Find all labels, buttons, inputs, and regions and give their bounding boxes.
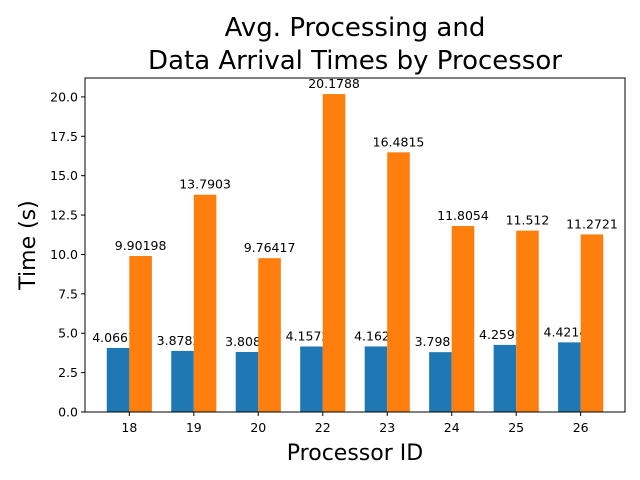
bar-arrival [387, 152, 410, 413]
y-tick-label: 5.0 [58, 326, 78, 341]
x-axis-label: Processor ID [287, 441, 423, 466]
data-label: 13.7903 [179, 177, 231, 192]
y-tick-label: 15.0 [50, 168, 78, 183]
y-tick-label: 17.5 [50, 129, 78, 144]
y-tick-label: 2.5 [58, 365, 78, 380]
y-tick-label: 7.5 [58, 286, 78, 301]
data-label: 11.8054 [437, 208, 489, 223]
data-label: 11.2721 [566, 216, 618, 231]
y-tick-label: 0.0 [58, 405, 78, 420]
y-tick-label: 10.0 [50, 247, 78, 262]
plot-frame [84, 77, 626, 413]
chart-title-line-1: Avg. Processing and [225, 13, 486, 43]
data-label: 3.8085 [225, 334, 269, 349]
x-tick-label: 19 [186, 420, 202, 435]
x-tick-label: 23 [379, 420, 395, 435]
bar-processing [171, 350, 194, 412]
bar-processing [558, 342, 581, 412]
bar-arrival [258, 258, 281, 412]
bar-arrival [516, 230, 539, 412]
y-axis-label: Time (s) [16, 200, 41, 290]
x-tick-label: 20 [250, 420, 266, 435]
bar-processing [106, 347, 130, 412]
bar-arrival [580, 234, 604, 412]
bar-arrival [322, 94, 346, 412]
data-label: 9.76417 [244, 240, 296, 255]
bar-processing [300, 346, 323, 412]
plot-area: 0.02.55.07.510.012.515.017.520.04.066759… [50, 76, 618, 435]
data-label: 9.90198 [115, 238, 167, 253]
data-label: 16.4815 [373, 134, 425, 149]
x-tick-label: 18 [121, 420, 137, 435]
x-tick-label: 24 [444, 420, 460, 435]
x-tick-label: 25 [508, 420, 524, 435]
y-tick-label: 20.0 [50, 89, 78, 104]
x-tick-label: 22 [315, 420, 331, 435]
bar-arrival [193, 194, 217, 412]
bar-processing [429, 352, 452, 412]
x-tick-label: 26 [573, 420, 589, 435]
data-label: 11.512 [506, 213, 550, 228]
bar-processing [364, 346, 388, 412]
data-label: 4.1625 [354, 328, 398, 343]
chart-title-line-2: Data Arrival Times by Processor [148, 46, 562, 76]
bar-arrival [129, 255, 152, 412]
data-label: 20.1788 [308, 76, 360, 91]
bar-processing [493, 344, 517, 412]
y-tick-label: 12.5 [50, 208, 78, 223]
bar-processing [235, 351, 259, 412]
bar-arrival [451, 226, 475, 412]
